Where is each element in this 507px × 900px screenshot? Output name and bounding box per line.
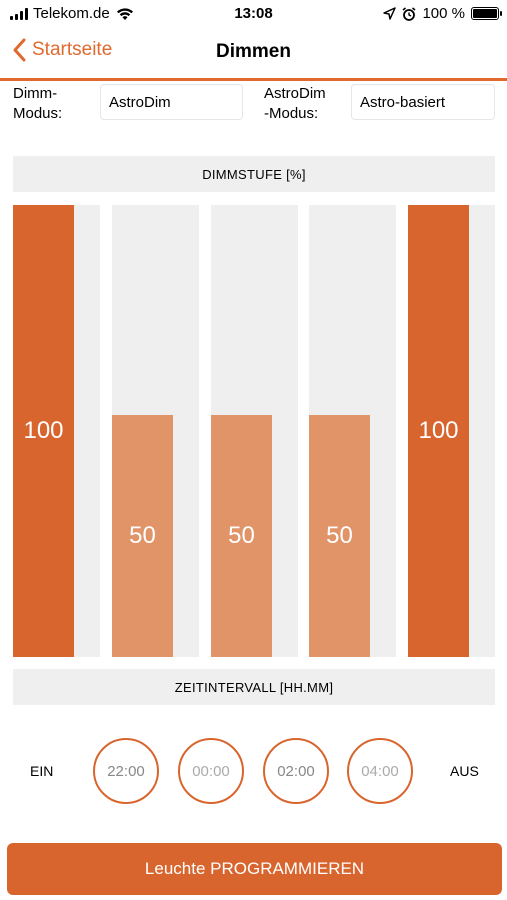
dim-bar[interactable]: 100	[13, 205, 74, 657]
dimm-mode-label-line2: Modus:	[13, 105, 63, 122]
dimm-mode-field[interactable]: AstroDim	[100, 84, 243, 120]
dimm-mode-label: Dimm- Modus:	[13, 84, 62, 124]
dim-bar-value: 50	[129, 522, 156, 549]
dim-level-header: DIMMSTUFE [%]	[13, 156, 495, 192]
back-button[interactable]: Startseite	[12, 38, 112, 62]
program-light-button[interactable]: Leuchte PROGRAMMIEREN	[7, 843, 502, 895]
nav-bar: Startseite Dimmen	[0, 30, 507, 78]
dim-bar-track[interactable]: 50	[211, 205, 298, 657]
battery-icon	[471, 7, 502, 20]
dim-bar-track[interactable]: 50	[309, 205, 396, 657]
time-circle[interactable]: 02:00	[263, 738, 329, 804]
signal-icon	[10, 7, 28, 20]
chevron-left-icon	[13, 38, 26, 62]
dim-bar[interactable]: 50	[112, 415, 173, 657]
dim-level-bars: 100 50 50 50 100	[13, 205, 495, 657]
astrodim-mode-label-line1: AstroDim	[264, 85, 326, 102]
time-circle-label: 00:00	[192, 762, 230, 780]
astrodim-mode-label-line2: -Modus:	[264, 105, 319, 122]
time-circle[interactable]: 22:00	[93, 738, 159, 804]
dim-bar[interactable]: 100	[408, 205, 469, 657]
dim-bar[interactable]: 50	[309, 415, 370, 657]
time-circle-label: 22:00	[107, 762, 145, 780]
dim-bar-track[interactable]: 50	[112, 205, 199, 657]
time-circle[interactable]: 00:00	[178, 738, 244, 804]
time-circle[interactable]: 04:00	[347, 738, 413, 804]
astrodim-mode-field[interactable]: Astro-basiert	[351, 84, 495, 120]
nav-divider	[0, 78, 507, 81]
end-label: AUS	[450, 763, 479, 779]
battery-percent: 100 %	[422, 5, 465, 22]
start-label: EIN	[30, 763, 54, 779]
dimm-mode-label-line1: Dimm-	[13, 85, 58, 102]
dim-bar-value: 50	[326, 522, 353, 549]
alarm-icon	[402, 6, 416, 21]
status-right: 100 %	[383, 5, 502, 22]
dim-bar-value: 100	[418, 417, 459, 444]
time-interval-header: ZEITINTERVALL [HH.MM]	[13, 669, 495, 705]
location-icon	[383, 7, 397, 20]
status-left: Telekom.de	[10, 5, 134, 22]
time-circle-label: 04:00	[361, 762, 399, 780]
page-title: Dimmen	[216, 41, 291, 62]
status-bar: Telekom.de 13:08 100 %	[0, 0, 507, 30]
time-circle-label: 02:00	[277, 762, 315, 780]
carrier-name: Telekom.de	[33, 5, 110, 22]
dim-bar-value: 50	[228, 522, 255, 549]
dim-bar-track[interactable]: 100	[408, 205, 495, 657]
wifi-icon	[116, 7, 133, 20]
back-label: Startseite	[32, 39, 113, 60]
dim-bar[interactable]: 50	[211, 415, 272, 657]
dim-bar-track[interactable]: 100	[13, 205, 100, 657]
astrodim-mode-label: AstroDim -Modus:	[264, 84, 326, 124]
status-time: 13:08	[234, 5, 273, 22]
dim-bar-value: 100	[23, 417, 64, 444]
